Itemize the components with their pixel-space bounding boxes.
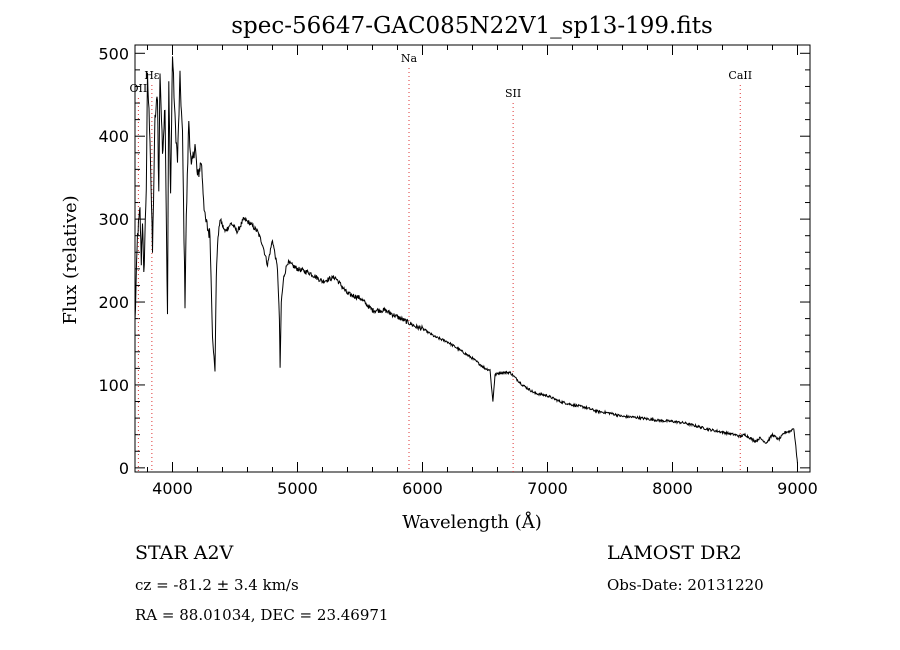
x-tick-label: 7000 (527, 479, 568, 498)
y-tick-label: 0 (119, 459, 129, 478)
x-tick-label: 6000 (402, 479, 443, 498)
chart-title: spec-56647-GAC085N22V1_sp13-199.fits (231, 13, 713, 39)
spectrum-line (134, 56, 798, 464)
line-label-CaII: CaII (728, 69, 752, 82)
line-label-SII: SII (505, 87, 521, 100)
radial-velocity: cz = -81.2 ± 3.4 km/s (135, 576, 299, 594)
y-tick-label: 100 (98, 376, 129, 395)
x-tick-label: 5000 (277, 479, 318, 498)
x-tick-label: 4000 (152, 479, 193, 498)
y-axis-label: Flux (relative) (60, 195, 81, 324)
x-axis-label: Wavelength (Å) (402, 511, 542, 533)
x-tick-label: 8000 (652, 479, 693, 498)
plot-area: 4000 5000 6000 7000 8000 9000 0 100 200 300 400 500… (98, 44, 817, 498)
y-tick-label: 500 (98, 44, 129, 63)
line-label-Hε: Hε (144, 69, 160, 82)
y-tick-label: 400 (98, 127, 129, 146)
plot-frame (134, 44, 811, 473)
line-label-Na: Na (401, 52, 418, 65)
object-classification: STAR A2V (135, 542, 234, 564)
coordinates: RA = 88.01034, DEC = 23.46971 (135, 606, 389, 624)
y-tick-label: 300 (98, 210, 129, 229)
y-tick-label: 200 (98, 293, 129, 312)
survey-label: LAMOST DR2 (607, 542, 742, 564)
observation-date: Obs-Date: 20131220 (607, 576, 764, 594)
line-label-OII: OII (130, 82, 148, 95)
x-tick-label: 9000 (777, 479, 818, 498)
